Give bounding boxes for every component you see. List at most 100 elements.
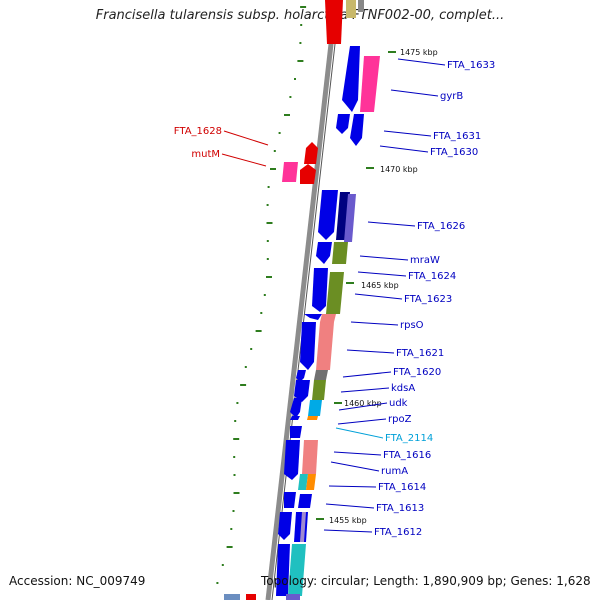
gene-FTA_1626[interactable] [318,190,338,240]
kbp-label: 1460 kbp [344,399,382,408]
gene-FTA_1620-b[interactable] [314,370,328,380]
gene-mraW-b[interactable] [332,242,348,264]
gene-label-FTA_1614[interactable]: FTA_1614 [378,482,426,493]
label-leader-line [337,418,387,425]
gc-dot [234,420,237,422]
gene-FTA_1616[interactable] [290,426,302,438]
gene-label-rpsO[interactable]: rpsO [400,320,424,331]
gene-FTA_1614[interactable] [284,492,296,508]
map-title: Francisella tularensis subsp. holarctica… [95,8,505,23]
gene-label-FTA_1613[interactable]: FTA_1613 [376,503,424,514]
gene-label-FTA_1616[interactable]: FTA_1616 [383,450,431,461]
gene-label-FTA_1623[interactable]: FTA_1623 [404,294,452,305]
gene-label-FTA_1620[interactable]: FTA_1620 [393,367,441,378]
gc-dot [233,492,240,494]
gene-label-mutM[interactable]: mutM [191,149,220,160]
gene-FTA_1616-b[interactable] [284,440,300,480]
gene-label-FTA_1633[interactable]: FTA_1633 [447,60,495,71]
gene-label-FTA_1624[interactable]: FTA_1624 [408,271,456,282]
gene-rumA-c[interactable] [306,474,316,490]
gene-FTA_1613-c[interactable] [300,512,306,542]
label-leader-line [333,451,382,456]
gene-label-FTA_1631[interactable]: FTA_1631 [433,131,481,142]
kbp-label: 1455 kbp [329,516,367,525]
gene-FTA_1613[interactable] [278,512,292,540]
gene-mraW[interactable] [316,242,332,264]
gc-dot [266,240,269,242]
gc-dot [250,348,253,350]
gene-label-rumA[interactable]: rumA [381,466,408,477]
gc-dot [300,24,303,26]
gc-dot [216,582,219,584]
label-leader-line [338,402,388,411]
gene-label-udk[interactable]: udk [389,398,408,409]
gene-gyrB[interactable] [360,56,380,112]
gc-dot [266,222,273,224]
gene-mutM-b[interactable] [300,164,316,184]
gc-dot [267,186,270,188]
gc-dot [289,96,292,98]
gene-FTA_1612[interactable] [276,544,290,596]
gene-FTA_1621-b[interactable] [316,322,334,370]
gene-rpoZ[interactable] [307,416,318,420]
gc-dot [236,402,239,404]
gc-dot [266,276,272,278]
gene-label-FTA_2114[interactable]: FTA_2114 [385,433,433,444]
label-leader-line [330,461,380,472]
kbp-label: 1470 kbp [380,165,418,174]
gene-rumA[interactable] [302,440,318,474]
feature-track [224,46,380,600]
gc-dot [266,204,269,206]
gc-dot [300,6,307,8]
label-leader-line [346,349,395,354]
gene-udk-b[interactable] [308,400,322,416]
gene-label-mraW[interactable]: mraW [410,255,440,266]
gene-label-kdsA[interactable]: kdsA [391,383,415,394]
gene-FTA_2114[interactable] [290,416,300,420]
label-leader-line [335,427,384,439]
gene-label-gyrB[interactable]: gyrB [440,91,463,102]
gene-label-FTA_1612[interactable]: FTA_1612 [374,527,422,538]
gene-rpsO[interactable] [304,314,322,320]
gene-FTA_1633[interactable] [342,46,360,112]
gene-label-rpoZ[interactable]: rpoZ [388,414,412,425]
gene-FTA_1626-c[interactable] [344,194,356,242]
top-features [325,0,364,44]
gc-skew-track [216,6,307,584]
label-leader-line [383,130,432,137]
label-leader-line [379,145,429,153]
gc-dot [255,330,262,332]
kbp-scale: 1475 kbp 1470 kbp 1465 kbp 1460 kbp 1455… [316,48,438,525]
gene-udk[interactable] [290,398,302,418]
label-leader-line [367,221,416,227]
gc-dot [263,294,266,296]
gene-label-FTA_1628[interactable]: FTA_1628 [174,126,222,137]
gc-dot [270,168,276,170]
gene-label-FTA_1621[interactable]: FTA_1621 [396,348,444,359]
gene-rumA-b[interactable] [298,474,308,490]
gene-FTA_1612-b[interactable] [288,544,306,596]
gene-mutM[interactable] [282,162,298,182]
gene-FTA_1630[interactable] [350,114,364,146]
gene-FTA_1623[interactable] [326,272,344,314]
label-leader-line [397,58,446,66]
label-leader-line [350,321,399,326]
gc-dot [233,474,236,476]
gene-label-FTA_1626[interactable]: FTA_1626 [417,221,465,232]
gene-kdsA-b[interactable] [312,380,326,400]
gene-rpsO-b[interactable] [320,314,336,322]
gene-FTA_1614-b[interactable] [298,494,312,508]
gene-kdsA[interactable] [294,380,310,402]
gene-FTA_1628[interactable] [304,142,318,164]
gc-dot [278,132,281,134]
gene-FTA_1631[interactable] [336,114,350,134]
label-leader-line [223,130,269,146]
gene-FTA_1621[interactable] [300,322,316,370]
gene-FTA_1624[interactable] [312,268,328,312]
accession-text: Accession: NC_009749 [9,574,146,588]
gene-FTA_1620[interactable] [296,370,306,382]
topology-text: Topology: circular; Length: 1,890,909 bp… [261,574,591,588]
gc-dot [233,438,240,440]
gene-label-FTA_1630[interactable]: FTA_1630 [430,147,478,158]
